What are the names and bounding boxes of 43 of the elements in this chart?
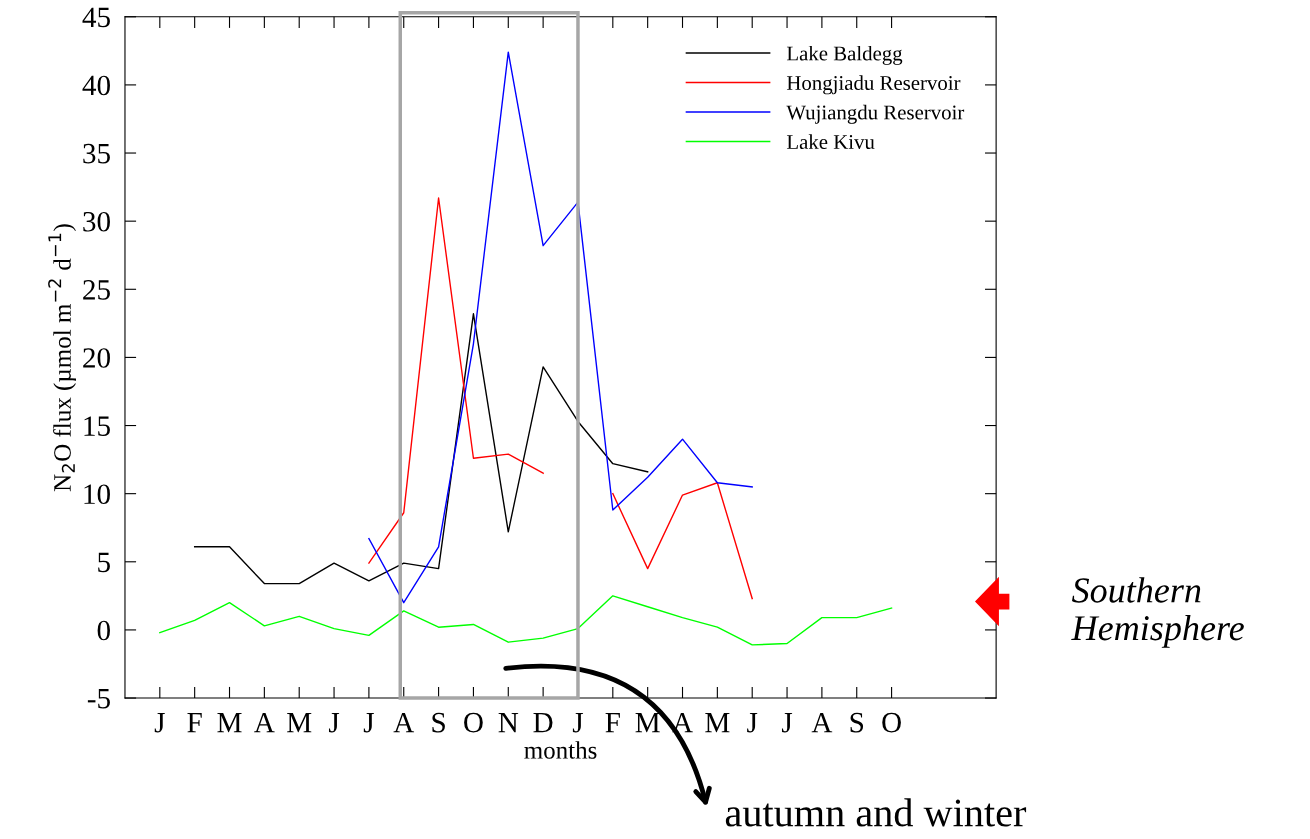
y-tick-label: 10	[84, 484, 110, 505]
y-tick-label: 40	[82, 75, 110, 96]
x-tick-label: J	[154, 713, 165, 733]
y-tick-label: 0	[97, 620, 110, 641]
x-tick-label: F	[605, 713, 620, 733]
x-tick-label: N	[498, 713, 519, 733]
x-tick-label: M	[217, 713, 242, 733]
y-tick-label: 15	[84, 416, 110, 436]
y-tick-label: 25	[83, 280, 110, 300]
y-tick-label: 35	[83, 143, 110, 164]
line-series	[368, 51, 753, 604]
x-tick-label: M	[705, 713, 730, 733]
x-tick-label: A	[811, 712, 833, 733]
x-tick-label: J	[363, 713, 374, 733]
y-tick-label: 30	[83, 211, 110, 232]
x-tick-label: M	[287, 713, 312, 733]
y-tick-label: 45	[82, 7, 110, 28]
x-tick-label: S	[850, 712, 864, 733]
x-tick-label: O	[464, 712, 483, 733]
x-tick-label: F	[187, 713, 202, 733]
y-tick-label: 5	[98, 552, 110, 573]
x-tick-label: A	[393, 712, 415, 733]
legend-label: Lake Baldegg	[786, 45, 903, 65]
text: Southern Hemisphere	[1071, 577, 1244, 648]
x-tick-label: M	[635, 713, 660, 733]
line-series	[193, 313, 649, 585]
legend-label: Wujiangdu Reservoir	[786, 104, 965, 124]
x-tick-label: D	[533, 713, 553, 733]
x-tick-label: J	[572, 713, 584, 733]
legend-label: Lake Kivu	[786, 134, 875, 150]
line-series	[159, 595, 893, 646]
y-tick-label: -5	[87, 689, 110, 709]
x-tick-label: O	[882, 712, 901, 733]
x-tick-label: J	[747, 713, 758, 733]
x-tick-label: S	[432, 712, 445, 733]
x-tick-label: J	[781, 713, 793, 733]
x-tick-label: A	[254, 712, 275, 733]
legend-label: Hongjiadu Reservoir	[786, 75, 961, 95]
x-axis-title: months	[524, 741, 597, 759]
y-axis-title: N$_{2}$O flux (µmol m$^{−2}$ d$^{−1}$)	[48, 224, 76, 492]
y-tick-label: 20	[83, 348, 110, 368]
x-tick-label: J	[328, 713, 340, 733]
text: autumn and winter	[725, 798, 1027, 827]
